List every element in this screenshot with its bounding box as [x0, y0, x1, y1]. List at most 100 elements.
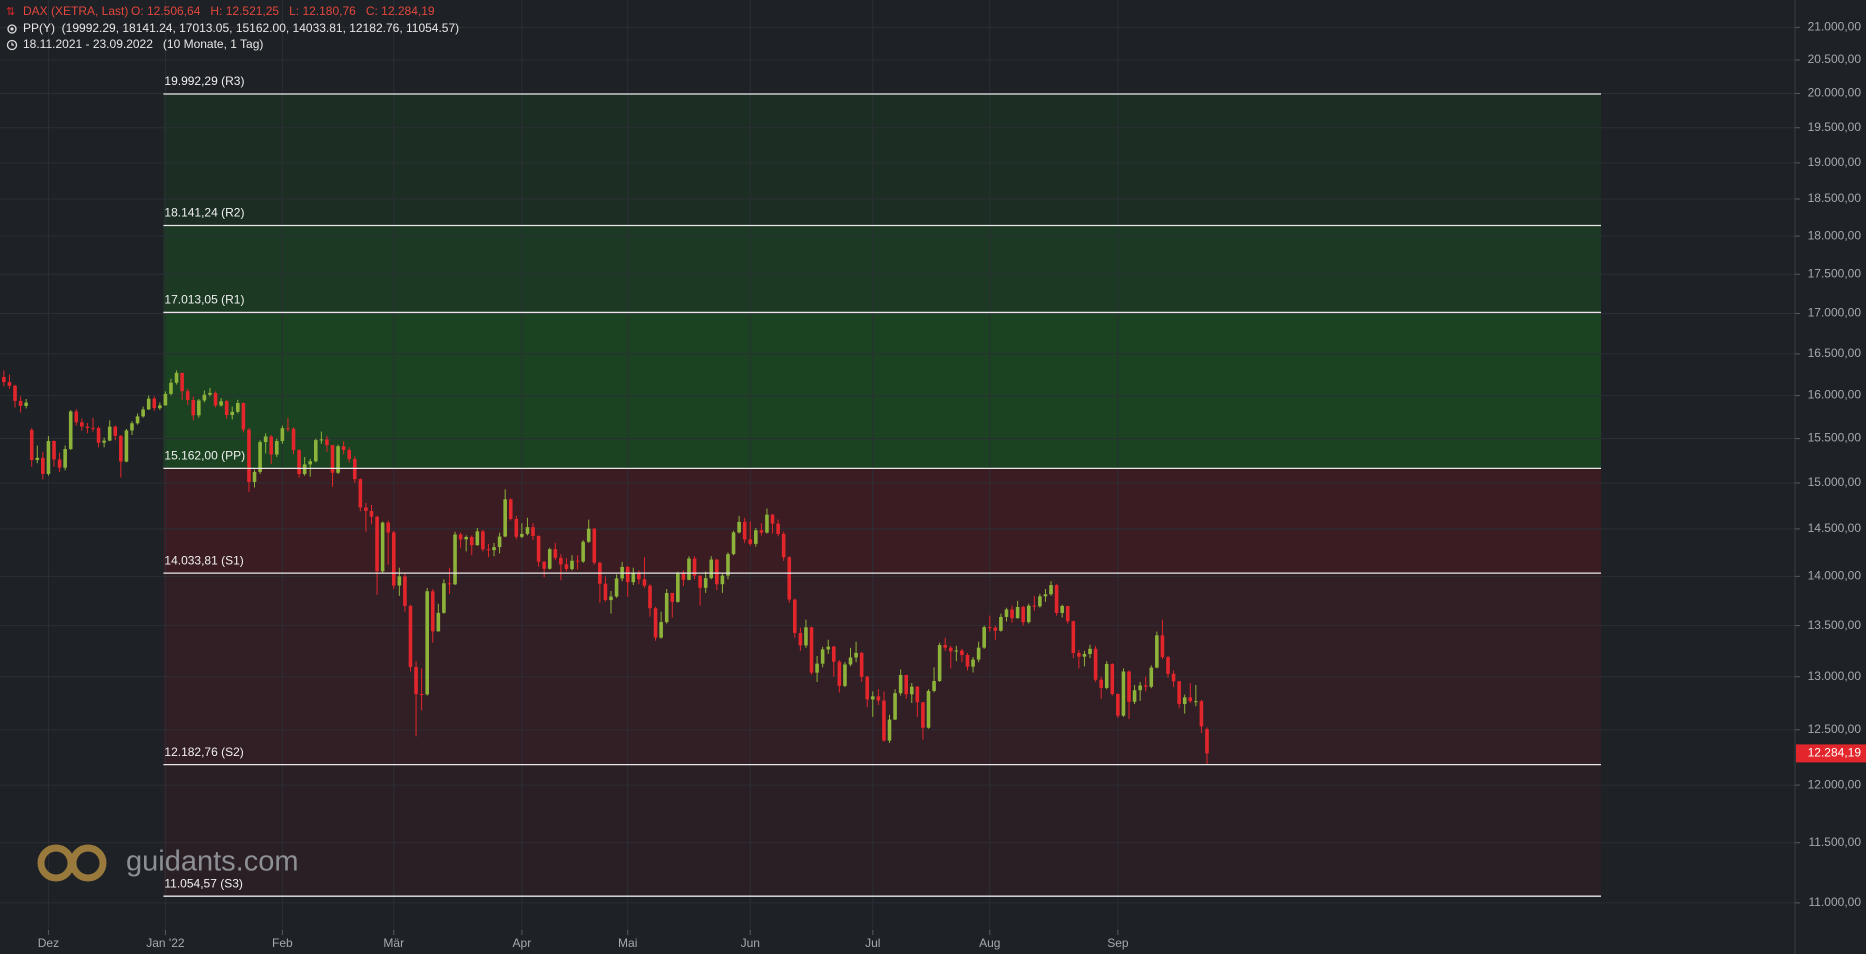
candle-body: [1155, 635, 1159, 668]
candle-body: [882, 700, 886, 741]
candle-body: [1138, 685, 1142, 691]
candle-body: [1143, 685, 1148, 687]
candle-body: [481, 531, 485, 550]
candle-body: [1004, 609, 1009, 617]
candle-body: [391, 532, 396, 586]
candle-body: [291, 428, 296, 451]
x-tick-label: Jul: [865, 936, 880, 950]
candle-body: [681, 573, 686, 580]
candle-body: [414, 666, 418, 695]
candle-body: [236, 403, 240, 412]
candle-body: [1021, 606, 1025, 623]
candle-body: [486, 549, 491, 551]
pivot-label: 11.054,57 (S3): [164, 876, 243, 890]
candle-body: [325, 439, 329, 446]
pivot-label: 12.182,76 (S2): [164, 745, 243, 759]
candle-body: [46, 441, 51, 474]
y-tick-label: 12.000,00: [1808, 777, 1862, 791]
candle-body: [865, 676, 870, 700]
candle-body: [1188, 697, 1193, 702]
candle-body: [887, 719, 892, 741]
candle-body: [848, 657, 853, 665]
candle-body: [943, 645, 947, 648]
candle-body: [492, 547, 496, 551]
candle-body: [832, 646, 836, 662]
candle-body: [403, 576, 407, 606]
pivot-zone: [163, 225, 1601, 313]
candle-body: [820, 649, 825, 664]
candle-body: [731, 532, 736, 555]
candle-body: [1015, 606, 1020, 619]
candle-body: [1065, 605, 1070, 622]
y-tick-label: 15.500,00: [1808, 431, 1862, 445]
candle-body: [1088, 648, 1092, 654]
candle-body: [1060, 605, 1064, 613]
candle-body: [269, 436, 274, 455]
candle-body: [146, 398, 151, 410]
candle-body: [341, 446, 346, 450]
candle-body: [854, 652, 858, 658]
candle-body: [152, 398, 157, 409]
candle-body: [419, 694, 424, 696]
candle-body: [1116, 694, 1120, 716]
candle-body: [536, 535, 541, 562]
candle-body: [85, 426, 90, 428]
pivot-label: 14.033,81 (S1): [164, 553, 243, 567]
candle-body: [898, 675, 903, 694]
candle-body: [313, 440, 318, 462]
candle-body: [559, 557, 563, 565]
logo-circle: [69, 844, 107, 882]
header-icon: ⇅: [6, 6, 15, 18]
candle-body: [68, 411, 73, 450]
candle-body: [280, 428, 285, 442]
candle-body: [130, 423, 134, 431]
candle-body: [531, 527, 535, 536]
candle-body: [247, 429, 251, 482]
candle-body: [804, 627, 808, 646]
candle-body: [648, 585, 652, 609]
candle-body: [586, 528, 591, 542]
candle-body: [425, 591, 429, 695]
candle-body: [1010, 609, 1014, 619]
candle-body: [659, 622, 663, 638]
candle-body: [525, 527, 530, 534]
y-tick-label: 20.000,00: [1808, 86, 1862, 100]
candle-body: [358, 479, 363, 508]
candle-body: [570, 560, 574, 570]
y-tick-label: 16.000,00: [1808, 388, 1862, 402]
candle-body: [2, 376, 6, 383]
candle-body: [185, 391, 190, 400]
y-tick-label: 14.500,00: [1808, 521, 1862, 535]
candle-body: [1171, 673, 1176, 682]
candle-body: [347, 449, 352, 460]
candle-body: [286, 428, 290, 430]
y-tick-label: 18.500,00: [1808, 191, 1862, 205]
candle-body: [453, 534, 457, 585]
candle-body: [447, 583, 452, 585]
pivot-label: 18.141,24 (R2): [164, 206, 244, 220]
candle-body: [1043, 594, 1048, 597]
candle-body: [319, 439, 324, 441]
candle-body: [230, 411, 235, 416]
candle-body: [1160, 635, 1165, 658]
candle-body: [547, 549, 552, 569]
candle-body: [726, 554, 730, 576]
candle-body: [464, 537, 468, 540]
y-tick-label: 19.000,00: [1808, 155, 1862, 169]
candle-body: [909, 686, 914, 695]
candle-body: [430, 591, 435, 632]
candle-body: [330, 445, 335, 473]
candle-body: [213, 392, 218, 406]
candle-body: [720, 575, 725, 585]
candle-body: [737, 521, 741, 533]
candle-body: [297, 450, 301, 475]
candle-body: [18, 400, 23, 406]
candle-body: [642, 579, 647, 586]
candle-body: [1054, 585, 1059, 613]
candle-body: [1166, 657, 1170, 674]
x-tick-label: Aug: [979, 936, 1000, 950]
candle-body: [1077, 652, 1081, 657]
candle-body: [960, 650, 964, 656]
candle-body: [703, 578, 708, 588]
candle-body: [904, 675, 909, 695]
